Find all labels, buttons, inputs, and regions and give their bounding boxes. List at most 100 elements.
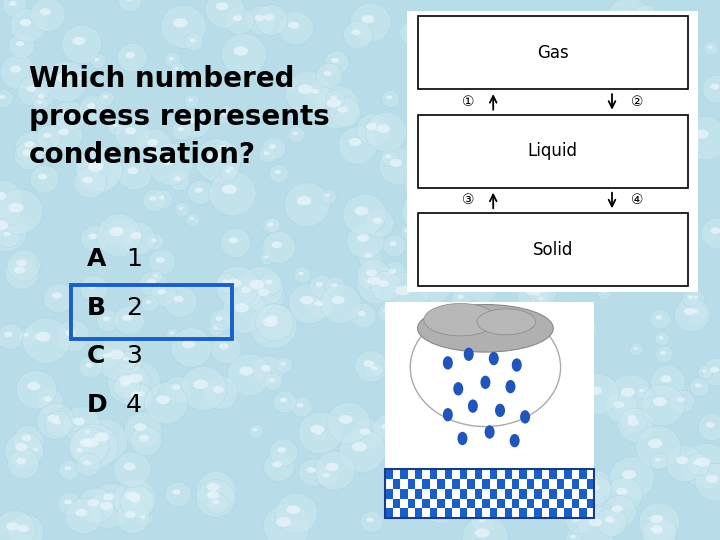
- Bar: [423, 478, 430, 489]
- Ellipse shape: [543, 152, 554, 159]
- Text: Liquid: Liquid: [528, 142, 577, 160]
- Ellipse shape: [648, 222, 652, 225]
- Ellipse shape: [590, 484, 600, 490]
- Ellipse shape: [338, 415, 353, 424]
- Ellipse shape: [710, 367, 719, 373]
- Ellipse shape: [621, 407, 647, 433]
- Ellipse shape: [8, 515, 44, 540]
- Ellipse shape: [5, 256, 39, 289]
- Ellipse shape: [115, 117, 150, 151]
- Ellipse shape: [513, 463, 518, 465]
- Bar: [512, 509, 519, 518]
- Bar: [527, 489, 534, 498]
- Ellipse shape: [143, 190, 166, 212]
- Ellipse shape: [650, 453, 667, 469]
- Ellipse shape: [418, 328, 432, 341]
- Bar: [519, 489, 527, 498]
- Ellipse shape: [492, 21, 535, 62]
- Ellipse shape: [368, 118, 382, 132]
- Ellipse shape: [86, 103, 96, 109]
- Ellipse shape: [262, 137, 286, 160]
- Bar: [572, 489, 579, 498]
- Ellipse shape: [351, 29, 361, 35]
- Ellipse shape: [331, 58, 339, 63]
- Ellipse shape: [130, 232, 142, 239]
- Ellipse shape: [589, 518, 602, 526]
- Ellipse shape: [516, 212, 527, 219]
- Ellipse shape: [541, 479, 551, 485]
- Ellipse shape: [521, 481, 561, 519]
- Ellipse shape: [584, 63, 598, 72]
- Text: D: D: [86, 393, 107, 417]
- Ellipse shape: [317, 431, 321, 435]
- Ellipse shape: [536, 99, 549, 107]
- Ellipse shape: [421, 486, 461, 523]
- Ellipse shape: [93, 160, 98, 163]
- Ellipse shape: [323, 473, 330, 477]
- Ellipse shape: [125, 127, 136, 134]
- Bar: [467, 478, 474, 489]
- Ellipse shape: [343, 21, 373, 49]
- Ellipse shape: [264, 14, 274, 21]
- Ellipse shape: [480, 36, 495, 45]
- Ellipse shape: [56, 320, 89, 352]
- Ellipse shape: [454, 449, 468, 458]
- Ellipse shape: [146, 234, 163, 251]
- Ellipse shape: [331, 96, 337, 99]
- Ellipse shape: [462, 515, 508, 540]
- Ellipse shape: [15, 443, 27, 451]
- Ellipse shape: [467, 219, 481, 228]
- Ellipse shape: [81, 226, 109, 252]
- Ellipse shape: [533, 141, 570, 176]
- Ellipse shape: [408, 500, 415, 504]
- Ellipse shape: [636, 426, 681, 469]
- Bar: [549, 489, 557, 498]
- Ellipse shape: [4, 332, 13, 337]
- Ellipse shape: [316, 282, 323, 287]
- Ellipse shape: [662, 156, 699, 192]
- Ellipse shape: [523, 26, 557, 58]
- Bar: [430, 509, 438, 518]
- Ellipse shape: [248, 278, 284, 313]
- Bar: [408, 469, 415, 478]
- Ellipse shape: [671, 390, 695, 413]
- Ellipse shape: [387, 96, 392, 99]
- Ellipse shape: [131, 492, 140, 498]
- Ellipse shape: [174, 18, 188, 28]
- Ellipse shape: [426, 201, 433, 205]
- Ellipse shape: [16, 41, 24, 46]
- Bar: [430, 469, 438, 478]
- Ellipse shape: [43, 284, 74, 313]
- Ellipse shape: [670, 19, 683, 31]
- Bar: [392, 498, 400, 509]
- Ellipse shape: [222, 111, 228, 116]
- Ellipse shape: [477, 459, 491, 468]
- Ellipse shape: [538, 493, 553, 508]
- Ellipse shape: [465, 368, 470, 372]
- Ellipse shape: [220, 145, 225, 149]
- Ellipse shape: [137, 392, 144, 396]
- Ellipse shape: [644, 219, 657, 231]
- Ellipse shape: [442, 173, 450, 179]
- Ellipse shape: [565, 530, 583, 540]
- Ellipse shape: [107, 119, 125, 136]
- Ellipse shape: [464, 348, 474, 361]
- Ellipse shape: [383, 235, 406, 256]
- Ellipse shape: [326, 90, 345, 108]
- Ellipse shape: [606, 477, 642, 512]
- Ellipse shape: [269, 222, 274, 226]
- Bar: [430, 478, 438, 489]
- Ellipse shape: [476, 284, 485, 289]
- Ellipse shape: [704, 42, 719, 56]
- Ellipse shape: [208, 152, 222, 161]
- Ellipse shape: [653, 397, 667, 406]
- Ellipse shape: [542, 497, 546, 501]
- Ellipse shape: [313, 428, 327, 441]
- Bar: [423, 469, 430, 478]
- Bar: [527, 498, 534, 509]
- Ellipse shape: [212, 500, 219, 504]
- Ellipse shape: [181, 109, 211, 138]
- Ellipse shape: [434, 19, 480, 63]
- Ellipse shape: [381, 150, 399, 167]
- Ellipse shape: [685, 303, 707, 323]
